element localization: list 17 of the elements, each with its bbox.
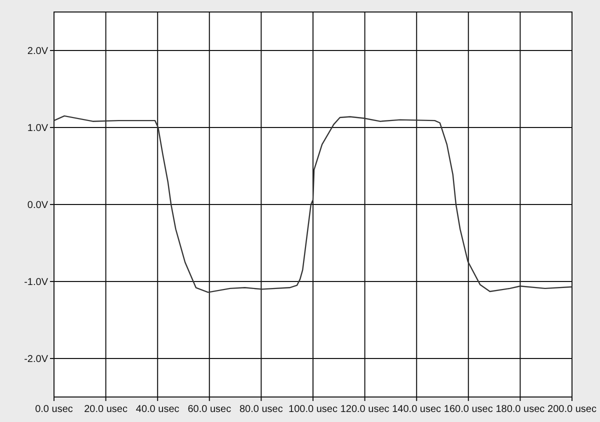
x-tick-label: 0.0 usec <box>35 404 73 415</box>
y-tick-label: 2.0V <box>27 46 48 57</box>
x-tick-label: 160.0 usec <box>444 404 493 415</box>
y-tick-label: -1.0V <box>24 277 48 288</box>
x-tick-label: 20.0 usec <box>84 404 128 415</box>
x-tick-label: 100.0 usec <box>288 404 338 415</box>
x-tick-label: 140.0 usec <box>392 404 442 415</box>
y-tick-label: -2.0V <box>24 354 48 365</box>
y-tick-label: 0.0V <box>27 200 48 211</box>
x-tick-label: 120.0 usec <box>340 404 390 415</box>
line-series <box>53 115 573 293</box>
x-tick-label: 40.0 usec <box>136 404 180 415</box>
x-tick-label: 180.0 usec <box>496 404 545 415</box>
x-tick-label: 80.0 usec <box>240 404 283 415</box>
x-tick-label: 60.0 usec <box>188 404 232 415</box>
x-tick-label: 200.0 usec <box>548 404 596 415</box>
y-tick-label: 1.0V <box>27 123 48 134</box>
